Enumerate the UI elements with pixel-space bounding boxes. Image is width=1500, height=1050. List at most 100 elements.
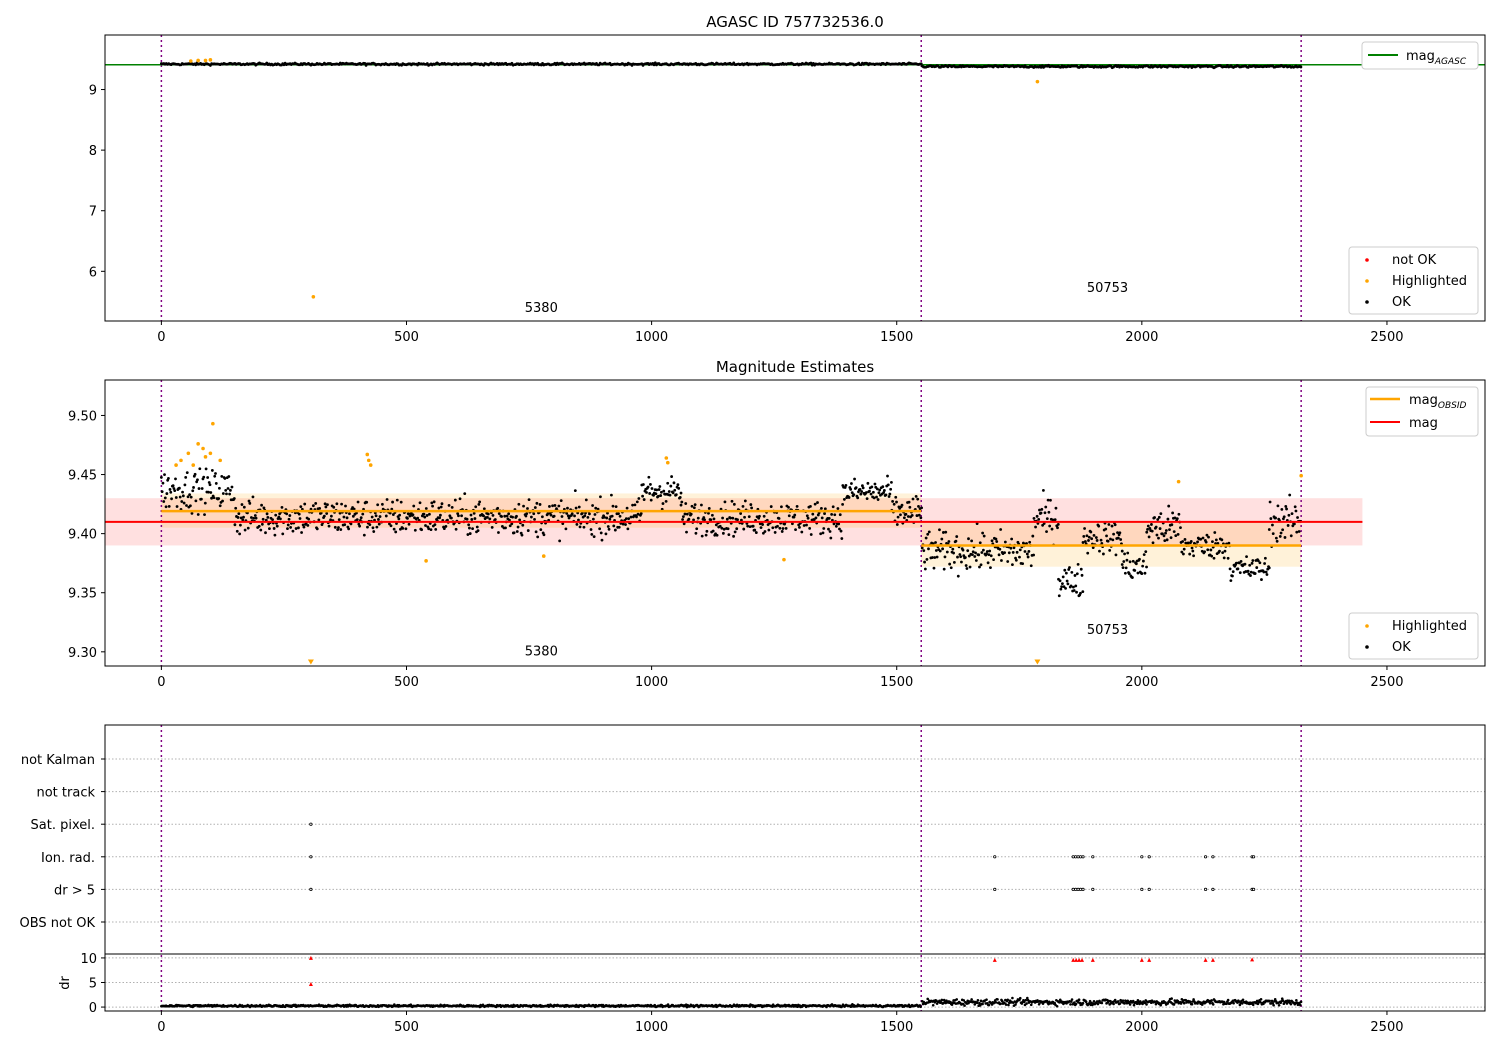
ok-point — [259, 528, 263, 532]
ok-point — [1275, 539, 1279, 543]
ok-point — [924, 536, 928, 540]
ok-point — [352, 507, 356, 511]
dr-point — [1128, 1003, 1132, 1006]
ok-point — [362, 533, 366, 537]
ok-point — [971, 550, 975, 554]
ok-point — [338, 511, 342, 515]
ok-point — [197, 487, 201, 490]
ok-point — [482, 507, 486, 511]
ok-point — [637, 497, 641, 500]
ok-point — [767, 528, 771, 532]
ok-point — [1287, 513, 1291, 517]
ok-point — [852, 493, 856, 497]
flag-point — [993, 887, 997, 892]
ok-point — [829, 536, 833, 540]
ok-point — [309, 507, 313, 511]
ok-point — [345, 516, 349, 520]
ok-point — [204, 467, 208, 471]
ok-point — [515, 530, 519, 533]
ok-point — [1166, 517, 1170, 521]
ok-point — [923, 567, 927, 571]
dr-point — [1081, 1001, 1085, 1005]
ok-point — [1127, 572, 1131, 576]
ok-point — [624, 523, 627, 526]
ok-point — [174, 496, 178, 499]
ok-point — [606, 511, 609, 515]
dr-outlier-point — [1139, 957, 1144, 962]
ok-point — [854, 486, 858, 489]
flag-row-label: OBS not OK — [20, 916, 96, 931]
ok-point — [392, 527, 396, 531]
ok-point — [1274, 516, 1277, 520]
y-tick-label: 9.35 — [68, 587, 97, 602]
out-of-range-marker — [307, 659, 314, 665]
ok-point — [1112, 532, 1116, 536]
flag-point — [1071, 887, 1075, 892]
dr-point — [1210, 999, 1213, 1002]
flag-point — [1140, 887, 1144, 892]
ok-point — [348, 512, 351, 516]
ok-point — [1209, 548, 1213, 552]
ok-point — [337, 518, 341, 522]
ok-point — [1156, 518, 1160, 521]
y-tick-label: 6 — [89, 265, 97, 280]
ok-point — [1079, 591, 1082, 595]
ok-point — [1140, 572, 1144, 575]
legend-mag: mag — [1409, 416, 1438, 431]
ok-point — [935, 555, 939, 559]
flag-point — [1091, 887, 1095, 892]
ok-point — [666, 481, 670, 485]
ok-point — [934, 549, 938, 552]
ok-point — [816, 501, 819, 504]
ok-point — [777, 517, 781, 520]
ok-point — [690, 504, 694, 508]
dr-point — [1004, 1003, 1008, 1006]
dr-point — [1096, 1002, 1100, 1006]
ok-point — [1069, 584, 1073, 588]
ok-point — [217, 497, 221, 500]
ok-point — [805, 523, 808, 527]
ok-point — [726, 527, 730, 531]
ok-point — [1043, 511, 1047, 515]
legend-highlighted-2: Highlighted — [1392, 619, 1467, 634]
ok-point — [465, 517, 469, 521]
ok-point — [1075, 590, 1078, 594]
highlighted-point — [1035, 79, 1040, 84]
ok-point — [583, 514, 587, 518]
flag-row-label: Sat. pixel. — [31, 818, 95, 833]
ok-point — [679, 491, 683, 495]
ok-point — [1045, 517, 1049, 521]
ok-point — [871, 490, 875, 494]
dr-point — [1141, 1002, 1144, 1006]
ok-point — [183, 483, 187, 487]
ok-point — [188, 504, 192, 508]
ok-point — [236, 516, 240, 519]
ok-point — [809, 533, 813, 536]
ok-point — [515, 514, 518, 518]
ok-point — [672, 481, 676, 485]
dr-outlier-point — [1090, 957, 1095, 962]
ok-point — [1267, 566, 1271, 570]
ok-point — [235, 529, 239, 533]
x-tick-label: 500 — [394, 1020, 419, 1035]
ok-point — [377, 518, 380, 521]
flags-plot-area: not Kalman not track Sat. pixel. Ion. rad. d… — [20, 725, 1485, 1035]
ok-point — [795, 505, 799, 508]
ok-point — [1141, 564, 1145, 568]
ok-point — [486, 512, 490, 516]
ok-point — [298, 517, 302, 520]
ok-point — [1164, 531, 1167, 535]
dr-point — [926, 997, 930, 1001]
ok-point — [1268, 500, 1272, 504]
ok-point — [1220, 538, 1224, 542]
ok-point — [178, 486, 181, 490]
ok-point — [508, 524, 512, 528]
ok-point — [1271, 523, 1274, 527]
ok-point — [1286, 524, 1290, 527]
ok-point — [512, 531, 516, 535]
ok-point — [566, 506, 569, 510]
ok-point — [427, 527, 431, 531]
ok-point — [591, 517, 595, 521]
dr-point — [1069, 1003, 1072, 1006]
ok-point — [1221, 551, 1225, 555]
